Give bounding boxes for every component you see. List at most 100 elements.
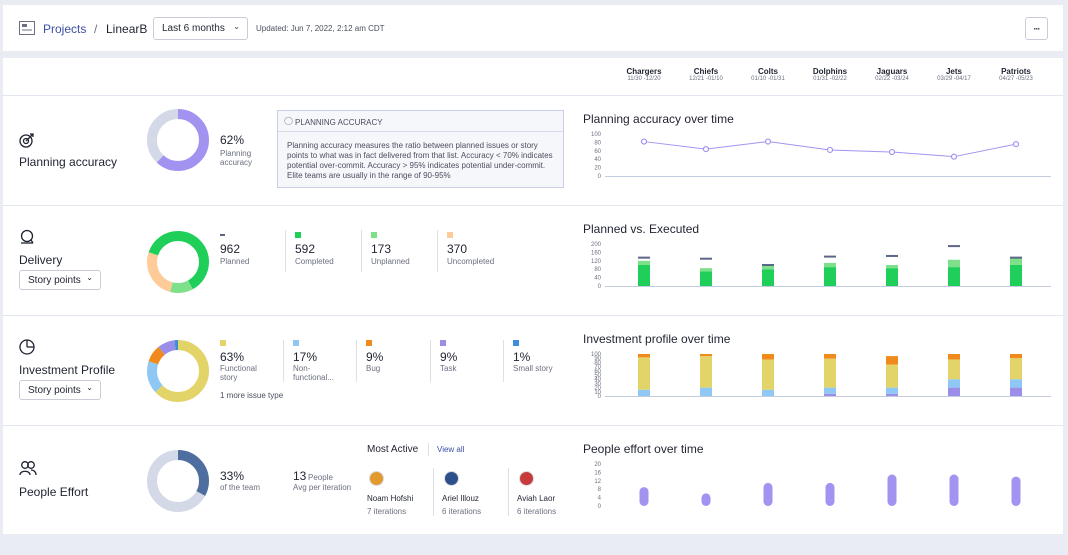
bar-segment[interactable] [824,354,836,359]
bar-segment[interactable] [638,265,650,286]
bar-segment[interactable] [700,354,712,357]
bar-segment[interactable] [1010,387,1022,396]
delivery-story-points-dropdown[interactable]: Story points ⌄ [19,270,101,290]
bar-segment[interactable] [700,268,712,272]
y-tick-label: 60 [594,369,601,375]
team-dates: 04/27 -05/23 [999,76,1033,82]
bar-segment[interactable] [700,356,712,388]
tooltip-divider [278,131,563,132]
divider [428,443,429,456]
bar-segment[interactable] [638,260,650,265]
divider [3,205,1063,206]
data-point[interactable] [702,146,710,153]
bar-segment[interactable] [824,393,836,396]
team-name: Jaguars [876,67,908,76]
bar-segment[interactable] [1010,257,1022,265]
divider [3,95,1063,96]
data-point[interactable] [950,153,958,160]
bar-segment[interactable] [948,354,960,360]
bar-segment[interactable] [948,359,960,380]
bar-segment[interactable] [762,354,774,360]
view-all-link[interactable]: View all [437,445,465,454]
data-point[interactable] [888,148,896,156]
bar-segment[interactable] [824,358,836,388]
avatar[interactable] [519,471,534,486]
bar-segment[interactable] [638,389,650,396]
data-point[interactable] [1012,140,1020,148]
bar[interactable] [639,487,649,506]
bar-segment[interactable] [762,389,774,396]
investment-story-points-dropdown[interactable]: Story points ⌄ [19,380,101,400]
team-name: Chargers [626,67,662,76]
planned-marker [220,234,225,236]
bar-segment[interactable] [1010,358,1022,380]
range-dropdown[interactable]: Last 6 months ⌄ [153,17,248,40]
bar-segment[interactable] [948,259,960,268]
legend-swatch [366,340,372,346]
bar-segment[interactable] [700,387,712,396]
legend-swatch [440,340,446,346]
bar[interactable] [763,482,773,506]
bar-segment[interactable] [638,354,650,358]
bar-segment[interactable] [700,271,712,286]
y-tick-label: 20 [594,462,601,468]
y-tick-label: 8 [598,487,602,493]
team-name: Chiefs [693,67,719,76]
bar-segment[interactable] [762,263,774,270]
bar[interactable] [701,493,711,506]
people-word: People [308,473,333,482]
investment-profile-label: Investment Profile [19,363,116,377]
bar-segment[interactable] [886,265,898,269]
y-tick-label: 50 [594,373,601,379]
team-dates: 01/31 -02/22 [813,76,847,82]
bar-segment[interactable] [886,393,898,396]
y-tick-label: 0 [598,284,602,290]
bar-segment[interactable] [886,364,898,388]
avatar[interactable] [444,471,459,486]
y-tick-label: 70 [594,365,601,371]
delivery-chart-title: Planned vs. Executed [583,222,700,236]
legend-swatch [220,340,226,346]
y-tick-label: 80 [594,267,601,273]
bar-segment[interactable] [948,387,960,396]
avatar[interactable] [369,471,384,486]
breadcrumb-projects[interactable]: Projects [43,22,87,36]
bar-segment[interactable] [824,267,836,286]
bar-segment[interactable] [1010,354,1022,359]
y-tick-label: 20 [594,166,601,172]
member-name: Aviah Laor [517,494,556,503]
bar[interactable] [887,474,897,507]
bar-segment[interactable] [886,387,898,394]
bar[interactable] [825,482,835,506]
bar-segment[interactable] [762,359,774,390]
data-point[interactable] [826,146,834,154]
bar-segment[interactable] [1010,265,1022,286]
divider [508,468,509,516]
bar-segment[interactable] [886,268,898,286]
bar-segment[interactable] [1010,379,1022,388]
bar-segment[interactable] [948,267,960,286]
bar-segment[interactable] [824,387,836,394]
planning-accuracy-chart: 0 20 40 60 80 100 [591,132,1051,180]
bar-segment[interactable] [638,357,650,390]
bar[interactable] [1011,476,1021,506]
y-tick-label: 30 [594,381,601,387]
team-name: Dolphins [812,67,848,76]
y-tick-label: 100 [591,352,602,358]
bar-segment[interactable] [762,269,774,286]
planning-accuracy-value: 62% [220,133,245,147]
divider [3,315,1063,316]
more-issue-types-link[interactable]: 1 more issue type [220,391,284,400]
bar-segment[interactable] [948,379,960,388]
planned-marker [700,257,712,260]
bar-segment[interactable] [824,262,836,268]
bar-segment[interactable] [886,356,898,365]
data-point[interactable] [764,138,772,145]
people-avg-label: Avg per iteration [293,483,352,492]
more-options-button[interactable]: ··· [1025,17,1048,40]
legend-swatch [371,232,377,238]
delivery-stat-value: 173 [371,242,392,256]
y-tick-label: 60 [594,149,601,155]
data-point[interactable] [640,138,648,145]
bar[interactable] [949,474,959,507]
